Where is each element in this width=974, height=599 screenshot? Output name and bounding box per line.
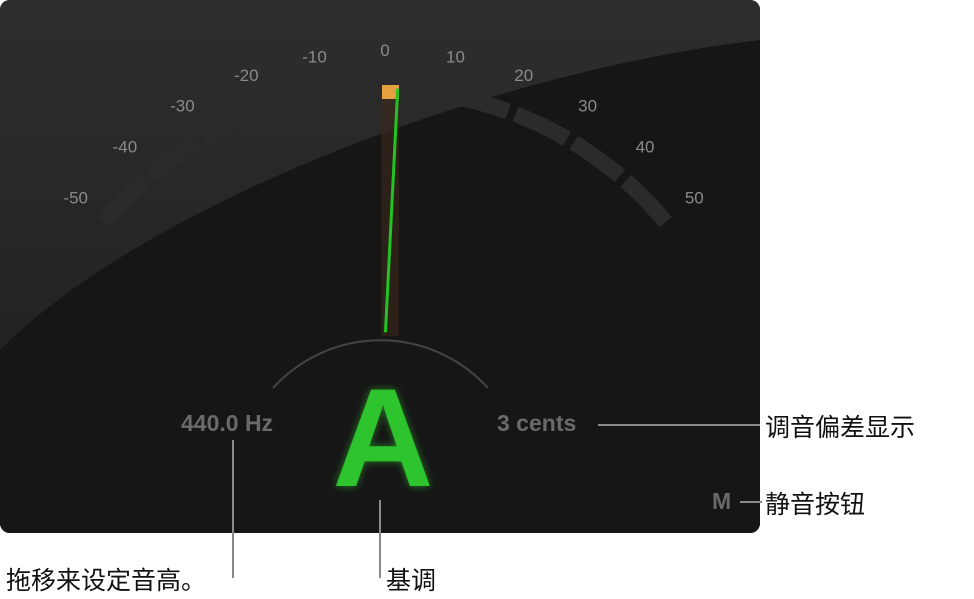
scale-label: -40 <box>113 138 138 157</box>
scale-label: 20 <box>514 66 533 85</box>
scale-label: 10 <box>446 47 465 66</box>
scale-label: 0 <box>380 41 389 60</box>
tuner-panel: -50 -40 -30 -20 -10 0 10 20 30 40 50 A 440.0 Hz 3 … <box>0 0 760 533</box>
callout-deviation: 调音偏差显示 <box>765 413 916 442</box>
tuner-gauge: -50 -40 -30 -20 -10 0 10 20 30 40 50 A <box>0 0 760 516</box>
scale-arc <box>98 82 672 228</box>
frequency-display[interactable]: 440.0 Hz <box>181 410 274 436</box>
callout-line <box>379 500 381 578</box>
scale-segment <box>569 135 626 183</box>
key-note-display: A <box>332 359 433 516</box>
scale-segment <box>512 106 571 146</box>
callout-line <box>740 501 762 503</box>
glass-reflection <box>0 0 760 350</box>
scale-segment <box>98 175 150 228</box>
scale-label: -50 <box>63 189 88 208</box>
scale-segment <box>620 175 672 228</box>
scale-label: 30 <box>578 96 597 115</box>
scale-segment <box>451 88 511 120</box>
callout-line <box>598 424 760 426</box>
scale-segment <box>144 135 201 183</box>
scale-segment <box>259 88 319 120</box>
scale-label: 40 <box>636 138 655 157</box>
center-marker <box>382 85 399 99</box>
mute-button[interactable]: M <box>712 488 732 514</box>
scale-label: -10 <box>302 47 327 66</box>
scale-label: 50 <box>685 189 704 208</box>
scale-segment <box>323 82 382 103</box>
scale-label: -20 <box>234 66 259 85</box>
tuning-needle <box>383 88 400 333</box>
deviation-display: 3 cents <box>497 410 577 436</box>
callout-mute: 静音按钮 <box>765 490 866 519</box>
callout-pitch: 拖移来设定音高。 <box>6 566 207 595</box>
note-arc <box>272 339 489 389</box>
scale-label: -30 <box>170 96 195 115</box>
callout-line <box>232 440 234 578</box>
callout-key: 基调 <box>386 566 437 595</box>
scale-segment <box>199 106 258 146</box>
